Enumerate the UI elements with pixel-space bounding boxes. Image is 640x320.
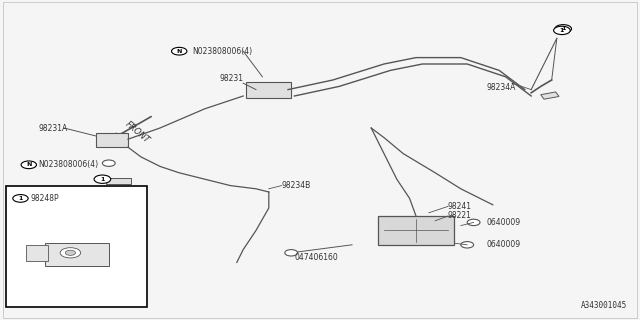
Bar <box>541 92 559 99</box>
Bar <box>26 245 48 261</box>
Text: N023808006(4): N023808006(4) <box>192 47 252 56</box>
Text: 98231: 98231 <box>219 74 243 83</box>
Text: FRONT: FRONT <box>124 120 152 146</box>
Text: 98241: 98241 <box>448 202 472 211</box>
Circle shape <box>467 219 480 226</box>
Bar <box>6 186 147 307</box>
Text: N023808006(4): N023808006(4) <box>38 160 99 169</box>
Circle shape <box>554 26 570 35</box>
Text: 98248P: 98248P <box>31 194 60 203</box>
Circle shape <box>94 175 111 183</box>
Text: 98231A: 98231A <box>38 124 68 132</box>
Text: 1: 1 <box>19 196 22 201</box>
Text: 1: 1 <box>100 177 104 182</box>
Text: 98234A: 98234A <box>486 83 516 92</box>
Circle shape <box>285 250 298 256</box>
Circle shape <box>461 242 474 248</box>
Text: 1: 1 <box>561 26 565 31</box>
Circle shape <box>65 250 76 255</box>
Circle shape <box>172 47 187 55</box>
Circle shape <box>13 195 28 202</box>
Text: 98221: 98221 <box>448 212 472 220</box>
Circle shape <box>21 161 36 169</box>
Text: 1: 1 <box>560 28 564 33</box>
Text: N: N <box>177 49 182 54</box>
Text: N: N <box>26 162 31 167</box>
Text: 0640009: 0640009 <box>486 240 520 249</box>
Circle shape <box>60 248 81 258</box>
Text: A343001045: A343001045 <box>581 301 627 310</box>
Text: 0640009: 0640009 <box>486 218 520 227</box>
Bar <box>45 243 109 266</box>
Circle shape <box>555 25 572 33</box>
Bar <box>246 82 291 98</box>
Text: 98234B: 98234B <box>282 181 311 190</box>
Text: 047406160: 047406160 <box>294 253 338 262</box>
Bar <box>96 133 128 147</box>
Circle shape <box>102 160 115 166</box>
Bar <box>378 216 454 245</box>
Bar <box>106 178 131 184</box>
